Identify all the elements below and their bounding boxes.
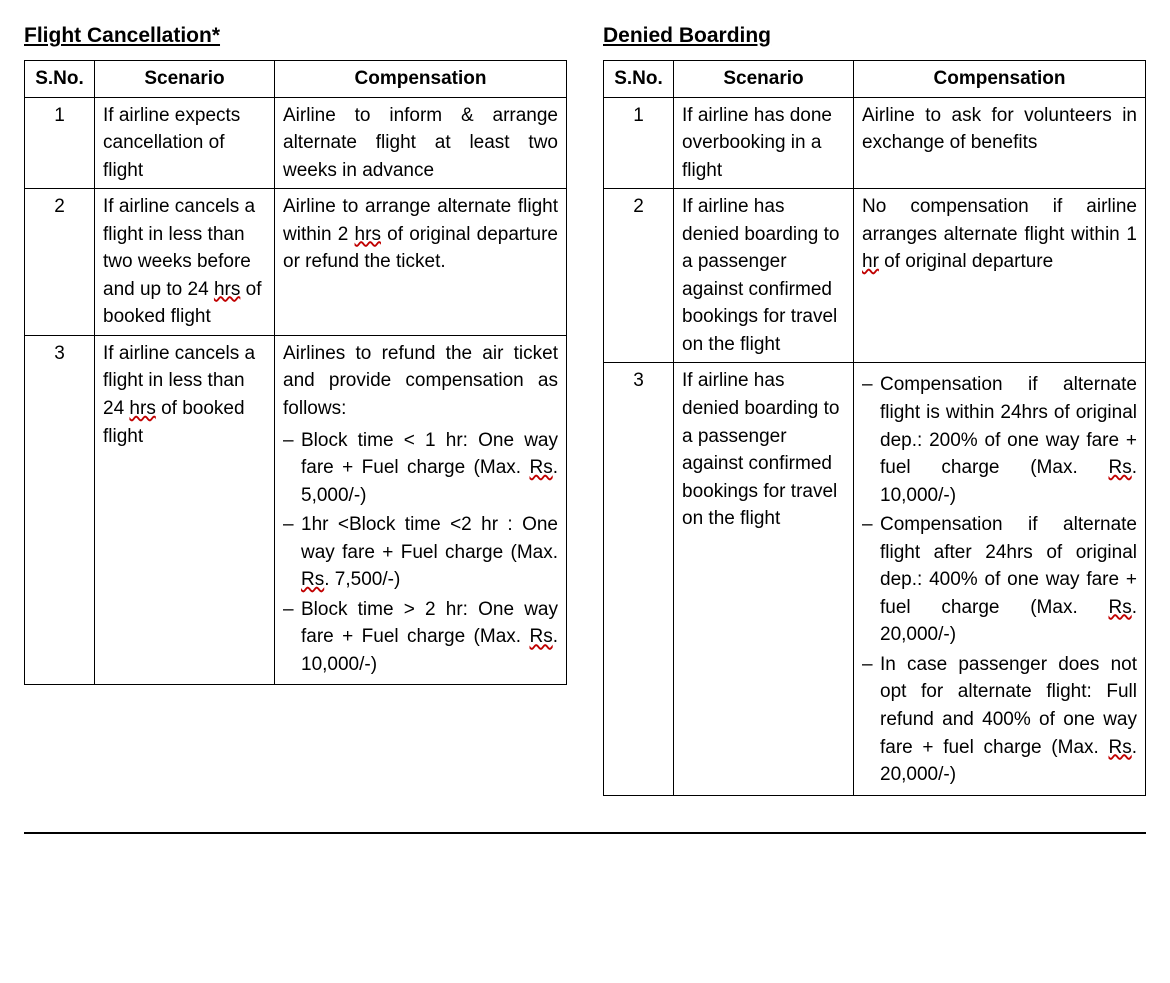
cell-scenario: If airline has denied boarding to a pass… — [674, 363, 854, 795]
cell-compensation: Airline to arrange alternate flight with… — [275, 189, 567, 336]
two-column-layout: Flight Cancellation* S.No. Scenario Comp… — [24, 24, 1146, 796]
cell-compensation: Airline to ask for volunteers in exchang… — [854, 97, 1146, 189]
compensation-bullets: Block time < 1 hr: One way fare + Fuel c… — [283, 427, 558, 679]
col-header-sno: S.No. — [25, 61, 95, 98]
cell-scenario: If airline cancels a flight in less than… — [95, 189, 275, 336]
table-body-right: 1If airline has done overbooking in a fl… — [604, 97, 1146, 795]
col-header-compensation: Compensation — [854, 61, 1146, 98]
compensation-bullet: Compensation if alternate flight after 2… — [862, 511, 1137, 649]
col-header-scenario: Scenario — [674, 61, 854, 98]
cell-scenario: If airline has done overbooking in a fli… — [674, 97, 854, 189]
compensation-bullet: In case passenger does not opt for alter… — [862, 651, 1137, 789]
cell-compensation: Airline to inform & arrange alternate fl… — [275, 97, 567, 189]
footer-divider — [24, 832, 1146, 834]
table-row: 3If airline cancels a flight in less tha… — [25, 335, 567, 685]
compensation-bullet: Block time > 2 hr: One way fare + Fuel c… — [283, 596, 558, 679]
cell-sno: 1 — [604, 97, 674, 189]
cell-sno: 1 — [25, 97, 95, 189]
section-flight-cancellation: Flight Cancellation* S.No. Scenario Comp… — [24, 24, 567, 685]
cell-sno: 3 — [25, 335, 95, 685]
compensation-bullets: Compensation if alternate flight is with… — [862, 371, 1137, 788]
table-denied-boarding: S.No. Scenario Compensation 1If airline … — [603, 60, 1146, 796]
table-row: 2If airline has denied boarding to a pas… — [604, 189, 1146, 363]
table-row: 3If airline has denied boarding to a pas… — [604, 363, 1146, 795]
section-title-left: Flight Cancellation* — [24, 24, 567, 48]
section-denied-boarding: Denied Boarding S.No. Scenario Compensat… — [603, 24, 1146, 796]
compensation-bullet: Compensation if alternate flight is with… — [862, 371, 1137, 509]
table-row: 1If airline expects cancellation of flig… — [25, 97, 567, 189]
table-row: 1If airline has done overbooking in a fl… — [604, 97, 1146, 189]
cell-compensation: No compensation if airline arranges alte… — [854, 189, 1146, 363]
cell-scenario: If airline has denied boarding to a pass… — [674, 189, 854, 363]
cell-scenario: If airline cancels a flight in less than… — [95, 335, 275, 685]
compensation-bullet: 1hr <Block time <2 hr : One way fare + F… — [283, 511, 558, 594]
table-body-left: 1If airline expects cancellation of flig… — [25, 97, 567, 685]
section-title-right: Denied Boarding — [603, 24, 1146, 48]
cell-sno: 3 — [604, 363, 674, 795]
cell-compensation: Airlines to refund the air ticket and pr… — [275, 335, 567, 685]
cell-sno: 2 — [25, 189, 95, 336]
table-flight-cancellation: S.No. Scenario Compensation 1If airline … — [24, 60, 567, 685]
cell-scenario: If airline expects cancellation of fligh… — [95, 97, 275, 189]
col-header-compensation: Compensation — [275, 61, 567, 98]
col-header-scenario: Scenario — [95, 61, 275, 98]
col-header-sno: S.No. — [604, 61, 674, 98]
cell-compensation: Compensation if alternate flight is with… — [854, 363, 1146, 795]
compensation-bullet: Block time < 1 hr: One way fare + Fuel c… — [283, 427, 558, 510]
cell-sno: 2 — [604, 189, 674, 363]
table-row: 2If airline cancels a flight in less tha… — [25, 189, 567, 336]
